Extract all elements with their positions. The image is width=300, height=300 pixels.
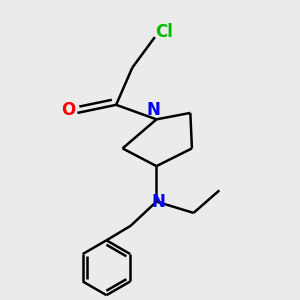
Text: N: N xyxy=(151,193,165,211)
Text: N: N xyxy=(147,101,161,119)
Text: O: O xyxy=(61,101,76,119)
Text: Cl: Cl xyxy=(156,23,173,41)
